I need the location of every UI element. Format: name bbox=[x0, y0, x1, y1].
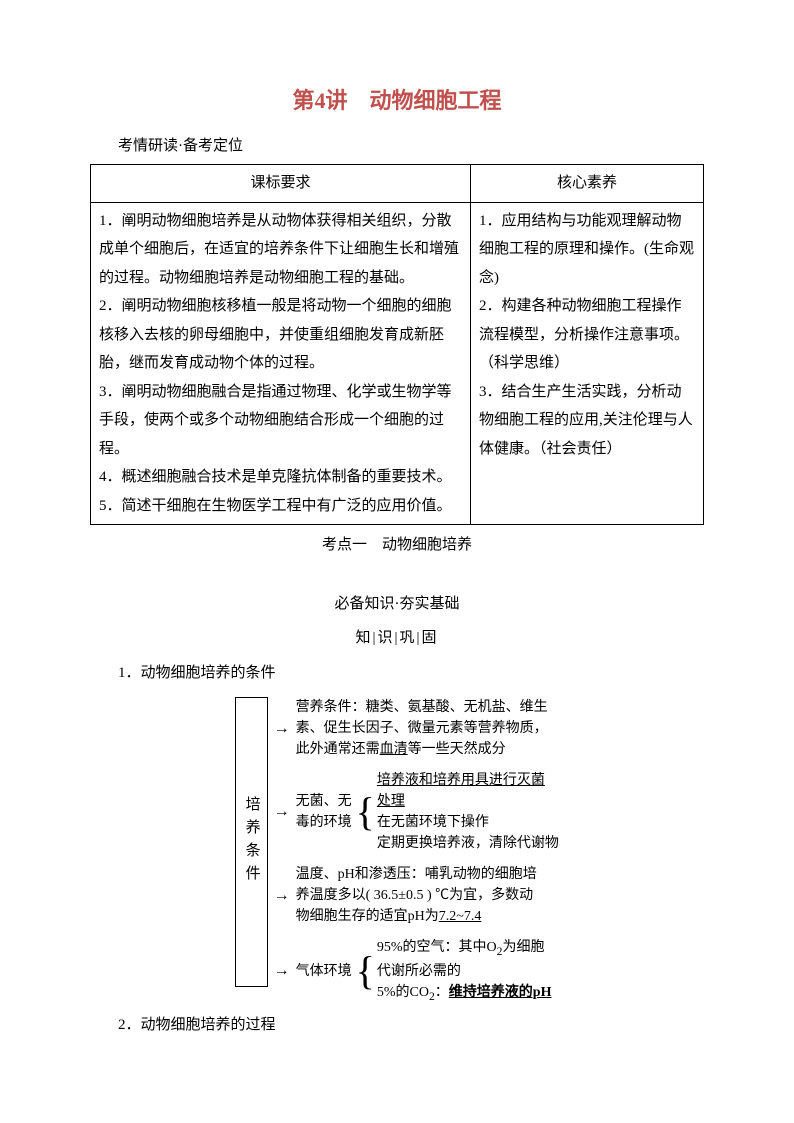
cell-right: 1．应用结构与功能观理解动物细胞工程的原理和操作。(生命观念)2．构建各种动物细… bbox=[471, 202, 704, 525]
text-line: 此外通常还需血清等一些天然成分 bbox=[296, 739, 548, 760]
diagram-block-label: 培养条件 bbox=[235, 697, 268, 987]
text-line: 素、促生长因子、微量元素等营养物质， bbox=[296, 718, 548, 739]
branch-temp-ph: → 温度、pH和渗透压：哺乳动物的细胞培 养温度多以( 36.5±0.5 ) ℃… bbox=[274, 864, 559, 927]
cell-left: 1．阐明动物细胞培养是从动物体获得相关组织，分散成单个细胞后，在适宜的培养条件下… bbox=[91, 202, 471, 525]
text-line: 在无菌环境下操作 bbox=[377, 812, 559, 833]
brace-icon: { bbox=[356, 792, 375, 832]
page: 第4讲 动物细胞工程 考情研读·备考定位 课标要求 核心素养 1．阐明动物细胞培… bbox=[0, 0, 794, 1123]
text-line: 物细胞生存的适宜pH为7.2~7.4 bbox=[296, 906, 537, 927]
text-line: 养温度多以( 36.5±0.5 ) ℃为宜，多数动 bbox=[296, 885, 537, 906]
arrow-icon: → bbox=[274, 717, 290, 741]
section-title-1: 考点一 动物细胞培养 bbox=[90, 531, 704, 560]
arrow-icon: → bbox=[274, 959, 290, 983]
text-line: 5%的CO2：维持培养液的pH bbox=[377, 982, 552, 1005]
branch-sterile: → 无菌、无 毒的环境 { 培养液和培养用具进行灭菌 处理 在无菌环境下操作 定… bbox=[274, 770, 559, 854]
text-line: 培养液和培养用具进行灭菌 bbox=[377, 770, 559, 791]
text-line: 定期更换培养液，清除代谢物 bbox=[377, 833, 559, 854]
arrow-icon: → bbox=[274, 800, 290, 824]
header-right: 核心素养 bbox=[471, 165, 704, 203]
text-line: 代谢所必需的 bbox=[377, 961, 552, 982]
diagram-branches: → 营养条件：糖类、氨基酸、无机盐、维生 素、促生长因子、微量元素等营养物质， … bbox=[274, 697, 559, 1005]
paragraph-2: 2．动物细胞培养的过程 bbox=[118, 1011, 704, 1040]
branch-gas: → 气体环境 { 95%的空气：其中O2为细胞 代谢所必需的 5%的CO2：维持… bbox=[274, 937, 559, 1005]
header-left: 课标要求 bbox=[91, 165, 471, 203]
conditions-diagram: 培养条件 → 营养条件：糖类、氨基酸、无机盐、维生 素、促生长因子、微量元素等营… bbox=[90, 697, 704, 1005]
section-title-2: 必备知识·夯实基础 bbox=[90, 590, 704, 619]
branch-label-line: 无菌、无 bbox=[296, 791, 352, 812]
text-line: 处理 bbox=[377, 791, 559, 812]
text-line: 温度、pH和渗透压：哺乳动物的细胞培 bbox=[296, 864, 537, 885]
table-row: 课标要求 核心素养 bbox=[91, 165, 704, 203]
arrow-icon: → bbox=[274, 884, 290, 908]
text-line: 95%的空气：其中O2为细胞 bbox=[377, 937, 552, 960]
requirements-table: 课标要求 核心素养 1．阐明动物细胞培养是从动物体获得相关组织，分散成单个细胞后… bbox=[90, 164, 704, 525]
paragraph-1: 1．动物细胞培养的条件 bbox=[118, 659, 704, 688]
subtitle: 考情研读·备考定位 bbox=[118, 132, 704, 161]
table-row: 1．阐明动物细胞培养是从动物体获得相关组织，分散成单个细胞后，在适宜的培养条件下… bbox=[91, 202, 704, 525]
section-title-3: 知|识|巩|固 bbox=[90, 624, 704, 653]
branch-nutrition: → 营养条件：糖类、氨基酸、无机盐、维生 素、促生长因子、微量元素等营养物质， … bbox=[274, 697, 559, 760]
text-line: 营养条件：糖类、氨基酸、无机盐、维生 bbox=[296, 697, 548, 718]
branch-label-line: 气体环境 bbox=[296, 961, 352, 982]
brace-icon: { bbox=[356, 951, 375, 991]
branch-label-line: 毒的环境 bbox=[296, 812, 352, 833]
lecture-title: 第4讲 动物细胞工程 bbox=[90, 80, 704, 122]
